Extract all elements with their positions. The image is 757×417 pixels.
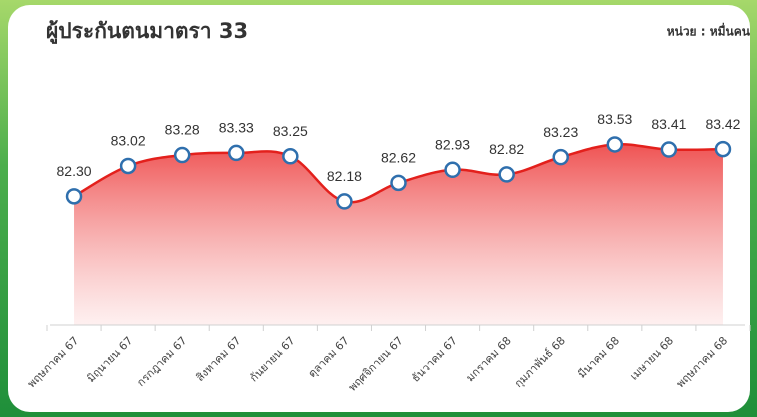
data-label: 82.30 <box>57 163 92 179</box>
x-tick-label: สิงหาคม 67 <box>193 334 243 384</box>
marker <box>552 148 569 166</box>
data-label: 82.82 <box>489 141 524 157</box>
x-tick-label: พฤษภาคม 67 <box>25 334 81 390</box>
data-label: 83.33 <box>219 120 254 136</box>
data-label: 82.62 <box>381 150 416 166</box>
x-tick-label: เมษายน 68 <box>627 334 676 383</box>
chart-title: ผู้ประกันตนมาตรา 33 <box>46 19 248 45</box>
marker <box>119 157 137 175</box>
data-label: 83.25 <box>273 123 308 139</box>
x-tick-label: ธันวาคม 67 <box>409 334 460 385</box>
marker <box>336 193 353 210</box>
data-label: 83.53 <box>597 111 632 127</box>
data-label: 82.93 <box>435 136 470 152</box>
area-fill <box>74 144 723 325</box>
data-label: 83.41 <box>651 116 686 132</box>
x-tick-label: มีนาคม 68 <box>575 334 622 381</box>
x-tick-label: กันยายน 67 <box>247 334 297 384</box>
unit-label: หน่วย : หมื่นคน <box>667 23 751 39</box>
marker <box>714 140 732 158</box>
x-tick-label: พฤศจิกายน 67 <box>346 334 406 394</box>
marker <box>390 174 407 192</box>
x-tick-label: มกราคม 68 <box>464 334 514 384</box>
marker <box>65 188 83 205</box>
marker <box>282 148 299 165</box>
x-tick-label: มิถุนายน 67 <box>84 334 135 385</box>
data-label: 82.18 <box>327 168 362 184</box>
x-tick-label: ตุลาคม 67 <box>306 334 352 380</box>
marker <box>444 161 461 179</box>
x-tick-label: พฤษภาคม 68 <box>674 334 730 390</box>
marker <box>228 144 245 162</box>
data-label: 83.28 <box>165 122 200 138</box>
marker <box>660 141 678 158</box>
data-label: 83.02 <box>111 133 146 149</box>
data-label: 83.42 <box>705 116 740 132</box>
marker <box>173 146 191 164</box>
marker <box>498 166 515 183</box>
data-label: 83.23 <box>543 124 578 140</box>
x-tick-label: กุมภาพันธ์ 68 <box>512 334 568 390</box>
marker <box>606 136 624 153</box>
x-tick-label: กรกฎาคม 67 <box>134 334 189 389</box>
